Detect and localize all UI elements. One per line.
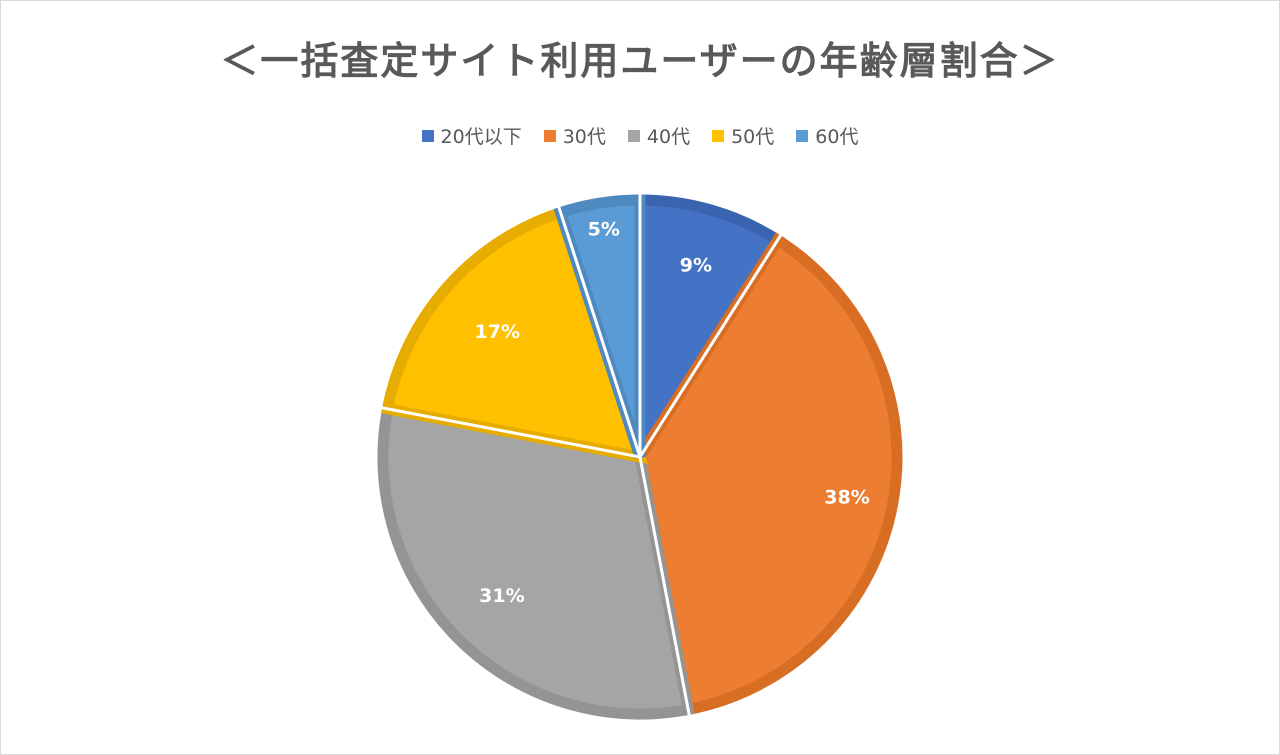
chart-title: ＜一括査定サイト利用ユーザーの年齢層割合＞ xyxy=(220,39,1060,83)
legend-swatch xyxy=(627,129,640,142)
legend-swatch xyxy=(421,129,434,142)
legend-label: 40代 xyxy=(646,126,691,148)
legend-label: 50代 xyxy=(731,126,775,148)
slice-separator xyxy=(557,206,642,458)
data-label: 9% xyxy=(680,255,712,277)
legend-item: 30代 xyxy=(543,122,606,149)
data-label: 31% xyxy=(479,585,524,607)
legend: 20代以下 30代 40代 50代 60代 xyxy=(0,122,1280,149)
legend-swatch xyxy=(712,129,725,142)
legend-label: 30代 xyxy=(562,126,606,148)
legend-item: 20代以下 xyxy=(421,122,522,149)
data-label: 5% xyxy=(588,219,620,241)
data-label: 38% xyxy=(824,487,869,509)
legend-swatch xyxy=(543,129,556,142)
legend-label: 60代 xyxy=(815,126,859,148)
legend-item: 40代 xyxy=(627,122,691,149)
legend-item: 60代 xyxy=(796,122,858,149)
pie-slice xyxy=(377,402,695,720)
data-label: 17% xyxy=(475,321,520,343)
legend-item: 50代 xyxy=(712,122,774,149)
slice-separator xyxy=(638,456,691,716)
slice-separator xyxy=(638,234,783,458)
legend-label: 20代以下 xyxy=(440,126,522,148)
legend-swatch xyxy=(796,129,809,142)
slice-separator xyxy=(381,406,641,459)
